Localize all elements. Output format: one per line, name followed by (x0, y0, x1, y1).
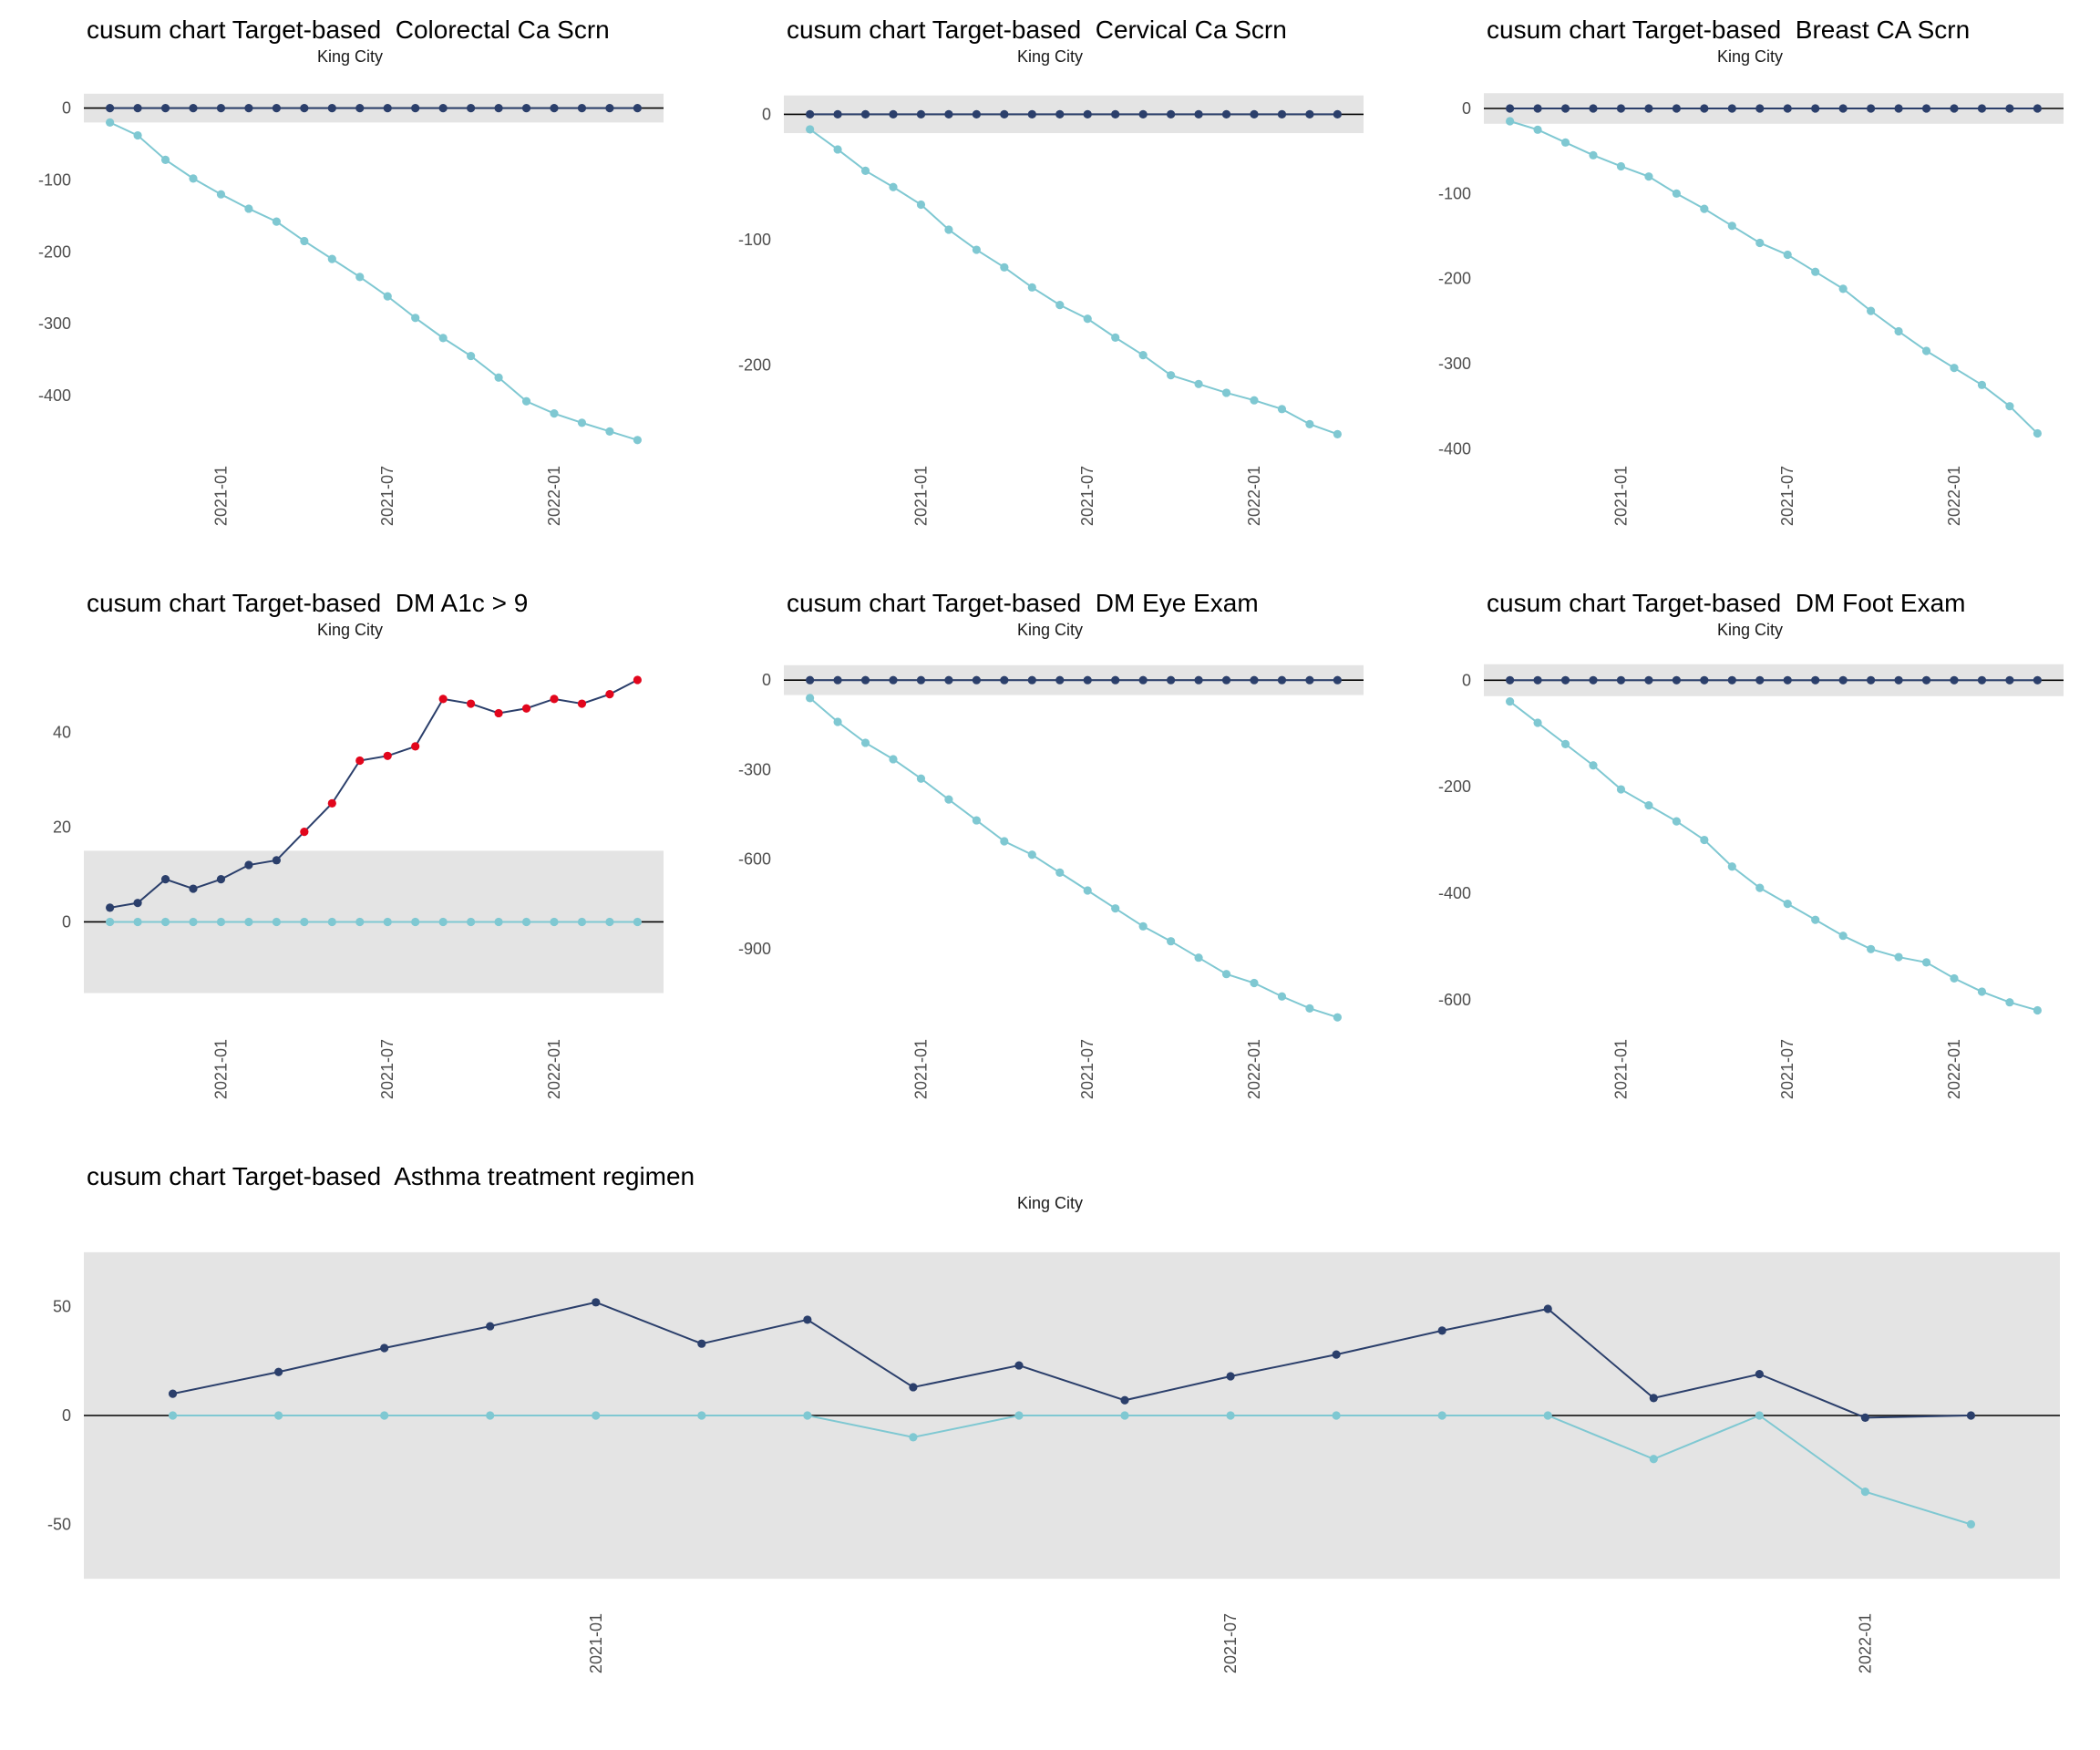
svg-text:2021-01: 2021-01 (211, 1039, 230, 1099)
svg-text:50: 50 (53, 1297, 71, 1315)
svg-text:-600: -600 (1438, 991, 1471, 1009)
chart-title: cusum chart Target-based Asthma treatmen… (87, 1162, 695, 1191)
chart-dm-foot-exam: cusum chart Target-based DM Foot Exam Ki… (1400, 573, 2100, 1147)
chart-title: cusum chart Target-based Cervical Ca Scr… (787, 15, 1287, 44)
svg-text:0: 0 (62, 913, 71, 932)
svg-text:-600: -600 (738, 850, 771, 869)
chart-title: cusum chart Target-based Colorectal Ca S… (87, 15, 610, 44)
svg-text:-100: -100 (1438, 185, 1471, 203)
svg-text:0: 0 (762, 672, 771, 690)
svg-text:2021-07: 2021-07 (378, 1039, 396, 1099)
svg-text:2022-01: 2022-01 (545, 466, 563, 526)
chart-asthma-treatment-regimen: cusum chart Target-based Asthma treatmen… (0, 1147, 2100, 1720)
svg-text:-200: -200 (1438, 270, 1471, 288)
chart-title: cusum chart Target-based DM A1c > 9 (87, 589, 529, 618)
svg-text:2022-01: 2022-01 (1245, 466, 1263, 526)
svg-text:-100: -100 (38, 171, 71, 190)
svg-text:2021-01: 2021-01 (1611, 1039, 1630, 1099)
chart-dm-a1c: cusum chart Target-based DM A1c > 9 King… (0, 573, 700, 1147)
chart-title: cusum chart Target-based Breast CA Scrn (1487, 15, 1971, 44)
chart-subtitle: King City (1716, 46, 1784, 66)
cusum-plot-colorectal: 0 -100 -200 -300 -400 2021-01 2021-07 2022-01 (38, 94, 664, 526)
svg-text:-200: -200 (738, 356, 771, 375)
svg-text:2021-01: 2021-01 (1611, 466, 1630, 526)
svg-text:2021-07: 2021-07 (1078, 1039, 1096, 1099)
svg-text:-300: -300 (1438, 355, 1471, 373)
chart-subtitle: King City (316, 620, 384, 639)
svg-text:2022-01: 2022-01 (1945, 466, 1963, 526)
svg-text:20: 20 (53, 818, 71, 837)
svg-text:-300: -300 (738, 761, 771, 779)
svg-text:-400: -400 (38, 386, 71, 405)
svg-text:-200: -200 (38, 242, 71, 261)
svg-text:2021-07: 2021-07 (378, 466, 396, 526)
svg-text:2022-01: 2022-01 (545, 1039, 563, 1099)
chart-breast-ca-scrn: cusum chart Target-based Breast CA Scrn … (1400, 0, 2100, 573)
chart-subtitle: King City (316, 46, 384, 66)
svg-text:0: 0 (62, 1406, 71, 1425)
svg-text:2021-07: 2021-07 (1221, 1613, 1240, 1673)
svg-text:40: 40 (53, 724, 71, 742)
chart-colorectal-ca-scrn: cusum chart Target-based Colorectal Ca S… (0, 0, 700, 573)
svg-text:-50: -50 (47, 1515, 71, 1533)
svg-text:-400: -400 (1438, 884, 1471, 902)
svg-text:2021-01: 2021-01 (911, 1039, 930, 1099)
svg-text:-300: -300 (38, 314, 71, 333)
cusum-plot-asthma: -50 0 50 2021-01 2021-07 2022-01 (47, 1251, 2060, 1673)
svg-text:-100: -100 (738, 231, 771, 249)
svg-text:0: 0 (762, 106, 771, 124)
chart-title: cusum chart Target-based DM Foot Exam (1487, 589, 1966, 618)
cusum-plot-dm-a1c: 0 20 40 2021-01 2021-07 2022-01 (53, 675, 664, 1099)
svg-text:0: 0 (1462, 672, 1471, 690)
cusum-plot-cervical: 0 -100 -200 2021-01 2021-07 2022-01 (738, 95, 1364, 526)
svg-text:2022-01: 2022-01 (1245, 1039, 1263, 1099)
chart-subtitle: King City (1016, 46, 1084, 66)
cusum-plot-breast: 0 -100 -200 -300 -400 2021-01 2021-07 2022-01 (1438, 93, 2064, 526)
chart-subtitle: King City (1716, 620, 1784, 639)
svg-text:-200: -200 (1438, 777, 1471, 796)
svg-text:0: 0 (62, 99, 71, 118)
svg-text:2021-01: 2021-01 (211, 466, 230, 526)
svg-text:2021-07: 2021-07 (1778, 1039, 1796, 1099)
chart-dm-eye-exam: cusum chart Target-based DM Eye Exam Kin… (700, 573, 1400, 1147)
chart-title: cusum chart Target-based DM Eye Exam (787, 589, 1259, 618)
svg-text:2022-01: 2022-01 (1856, 1613, 1874, 1673)
chart-subtitle: King City (1016, 1193, 1084, 1212)
svg-text:-400: -400 (1438, 440, 1471, 458)
svg-text:2021-07: 2021-07 (1778, 466, 1796, 526)
svg-text:2021-01: 2021-01 (587, 1613, 605, 1673)
svg-text:-900: -900 (738, 940, 771, 958)
svg-text:2022-01: 2022-01 (1945, 1039, 1963, 1099)
chart-subtitle: King City (1016, 620, 1084, 639)
chart-cervical-ca-scrn: cusum chart Target-based Cervical Ca Scr… (700, 0, 1400, 573)
svg-text:2021-01: 2021-01 (911, 466, 930, 526)
cusum-plot-dm-eye-exam: 0 -300 -600 -900 2021-01 2021-07 2022-01 (738, 665, 1364, 1099)
cusum-plot-dm-foot-exam: 0 -200 -400 -600 2021-01 2021-07 2022-01 (1438, 664, 2064, 1099)
svg-text:0: 0 (1462, 99, 1471, 118)
svg-text:2021-07: 2021-07 (1078, 466, 1096, 526)
